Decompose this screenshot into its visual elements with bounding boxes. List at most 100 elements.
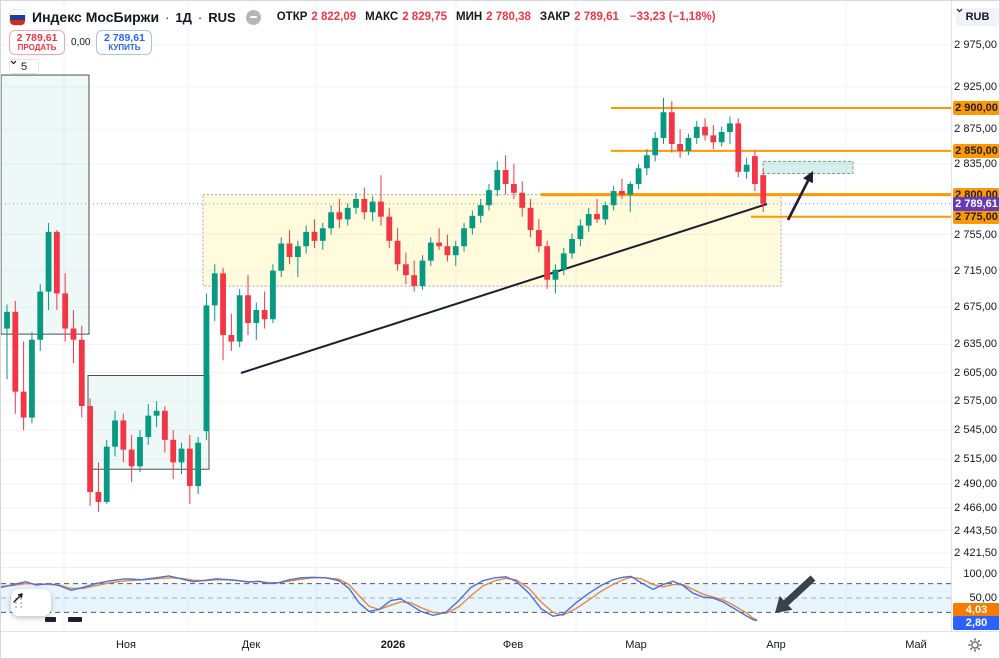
candle-body [211, 273, 218, 306]
price-tick: 2 755,00 [954, 228, 997, 241]
drag-handle-icon[interactable] [15, 597, 23, 608]
candle-body [718, 131, 725, 143]
candle-body [461, 228, 467, 247]
candle-body [677, 143, 684, 151]
range-yellow[interactable] [202, 194, 782, 287]
stoch-tick: 50,00 [969, 592, 997, 604]
candle-body [87, 406, 93, 492]
price-axis[interactable]: RUB 2 975,00 2 925,00 2 875,00 2 835,00 2 75… [951, 1, 999, 631]
high-value: 2 829,75 [402, 11, 447, 23]
candle-body [236, 295, 243, 342]
candle-body [411, 275, 418, 287]
candle-body [294, 246, 301, 258]
down-arrow-annotation[interactable] [775, 575, 816, 613]
zone-top-left[interactable] [1, 74, 90, 335]
time-axis[interactable]: Ноя Дек 2026 Фев Мар Апр Май [1, 631, 999, 658]
candle-body [735, 123, 742, 172]
drawing-toolbar[interactable] [11, 589, 51, 616]
open-value: 2 822,09 [311, 11, 357, 23]
candle-body [402, 264, 409, 276]
candle-body [37, 291, 44, 340]
candle-body [286, 243, 293, 258]
candle-body [303, 231, 310, 247]
candle-body [95, 491, 102, 502]
hide-indicator-icon[interactable] [245, 9, 261, 25]
price-pane[interactable] [1, 1, 951, 631]
candle-body [128, 449, 135, 467]
price-tick: 2 575,00 [954, 395, 997, 408]
chevron-down-icon [10, 60, 17, 65]
spread-value: 0,00 [71, 37, 91, 48]
candle-body [261, 310, 268, 320]
candle-body [727, 123, 733, 132]
toolbar-marker [68, 617, 82, 622]
price-tick: 2 635,00 [954, 338, 997, 351]
trendline[interactable] [240, 203, 768, 374]
price-tick: 2 515,00 [954, 453, 997, 466]
candle-body [527, 207, 534, 231]
month-label: Май [905, 639, 927, 651]
price-tick: 2 421,50 [954, 546, 997, 559]
month-label: Фев [502, 639, 524, 651]
price-tick: 2 835,00 [954, 157, 997, 170]
buy-button[interactable]: 2 789,61 КУПИТЬ [96, 30, 153, 55]
timeframe-label[interactable]: 1Д [175, 9, 192, 25]
price-tick: 2 715,00 [954, 264, 997, 277]
candle-body [203, 305, 210, 432]
candle-body [760, 175, 767, 204]
stoch-band [1, 583, 951, 613]
candle-body [752, 156, 758, 185]
price-tick: 2 675,00 [954, 301, 997, 314]
stochastic-pane[interactable] [1, 567, 951, 631]
candle-body [627, 184, 634, 195]
currency-selector[interactable]: RUB [956, 8, 999, 26]
up-arrow-annotation[interactable] [786, 171, 813, 221]
candle-body [12, 311, 19, 392]
sell-button[interactable]: 2 789,61 ПРОДАТЬ [9, 30, 65, 55]
target-zone[interactable] [762, 160, 854, 175]
interval-quick-chip[interactable]: 5 [9, 59, 39, 74]
price-tick: 2 545,00 [954, 424, 997, 437]
candle-body [311, 231, 318, 241]
low-label: МИН [455, 11, 483, 23]
gear-icon[interactable] [967, 637, 983, 653]
candle-body [394, 240, 401, 265]
candle-body [602, 205, 609, 220]
candle-body [178, 448, 185, 463]
candle-body [519, 192, 526, 208]
candle-body [344, 207, 351, 220]
candle-body [361, 198, 368, 213]
open-label: ОТКР [276, 11, 308, 23]
candle-body [486, 190, 492, 206]
candle-body [386, 216, 393, 241]
candle-body [245, 295, 251, 323]
candle-body [643, 155, 650, 169]
month-label: Ноя [115, 639, 137, 651]
candle-body [145, 415, 152, 437]
symbol-title[interactable]: Индекс МосБиржи [32, 9, 160, 25]
symbol-header: Индекс МосБиржи · 1Д · RUS ОТКР 2 822,09… [9, 7, 716, 27]
candle-body [685, 137, 692, 151]
candle-body [20, 391, 27, 418]
candle-body [652, 137, 659, 156]
candle-body [693, 126, 700, 138]
price-tick: 2 490,00 [954, 478, 997, 491]
candle-body [103, 446, 110, 502]
stoch-value-label: 2,80 [953, 616, 999, 630]
candle-body [253, 310, 260, 323]
candle-body [336, 212, 343, 220]
candle-body [161, 410, 168, 440]
candle-body [319, 228, 326, 241]
candle-body [186, 448, 193, 487]
candle-body [743, 164, 750, 172]
arrow-tool-icon[interactable] [11, 589, 27, 605]
candle-body [660, 112, 667, 138]
candle-body [353, 198, 359, 208]
candle-body [112, 420, 118, 447]
candle-body [502, 170, 509, 185]
candle-body [70, 328, 77, 340]
candle-body [278, 243, 285, 271]
candle-body [53, 231, 60, 294]
candle-body [228, 335, 235, 342]
candle-body [560, 253, 567, 270]
